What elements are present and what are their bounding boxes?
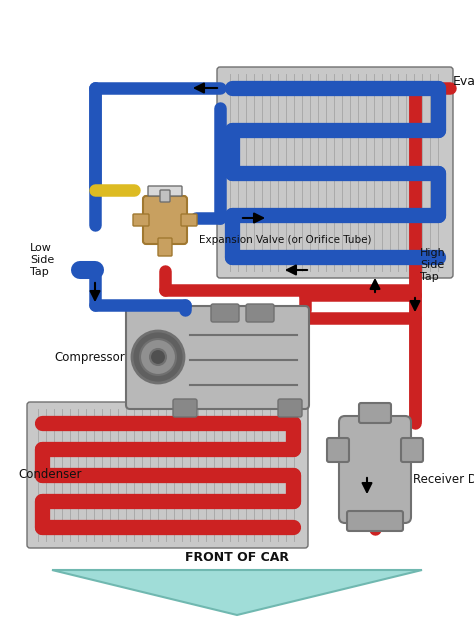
FancyBboxPatch shape: [347, 511, 403, 531]
FancyBboxPatch shape: [181, 214, 197, 226]
FancyBboxPatch shape: [211, 304, 239, 322]
FancyBboxPatch shape: [133, 214, 149, 226]
Circle shape: [140, 339, 176, 375]
Circle shape: [150, 349, 166, 365]
FancyBboxPatch shape: [246, 304, 274, 322]
Text: High
Side
Tap: High Side Tap: [420, 248, 446, 282]
FancyBboxPatch shape: [143, 196, 187, 244]
Polygon shape: [52, 570, 422, 615]
FancyBboxPatch shape: [27, 402, 308, 548]
Text: Low
Side
Tap: Low Side Tap: [30, 243, 54, 277]
FancyBboxPatch shape: [278, 399, 302, 417]
Text: Expansion Valve (or Orifice Tube): Expansion Valve (or Orifice Tube): [199, 235, 372, 245]
Text: Compressor: Compressor: [54, 351, 125, 363]
Circle shape: [132, 331, 184, 383]
FancyBboxPatch shape: [339, 416, 411, 523]
FancyBboxPatch shape: [126, 306, 309, 409]
Text: Evaporator: Evaporator: [453, 75, 474, 88]
FancyBboxPatch shape: [158, 238, 172, 256]
Text: Condenser: Condenser: [18, 468, 82, 482]
FancyBboxPatch shape: [401, 438, 423, 462]
Text: Receiver Dryer: Receiver Dryer: [413, 473, 474, 487]
FancyBboxPatch shape: [327, 438, 349, 462]
FancyBboxPatch shape: [217, 67, 453, 278]
FancyBboxPatch shape: [359, 403, 391, 423]
FancyBboxPatch shape: [173, 399, 197, 417]
FancyBboxPatch shape: [160, 190, 170, 202]
Text: FRONT OF CAR: FRONT OF CAR: [185, 551, 289, 564]
FancyBboxPatch shape: [148, 186, 182, 196]
